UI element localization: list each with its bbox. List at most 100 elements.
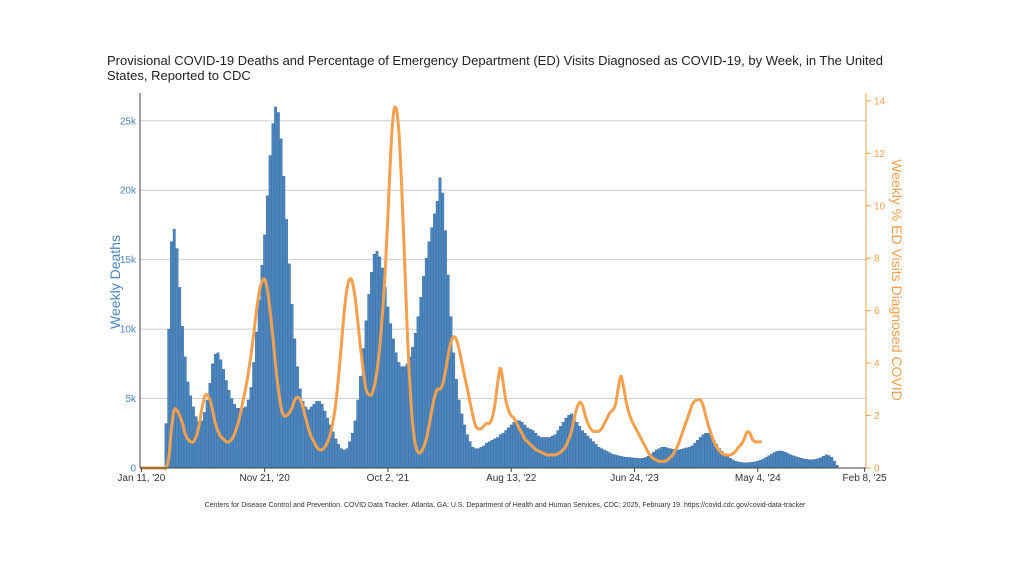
bar-weekly-deaths	[422, 276, 425, 469]
bar-weekly-deaths	[657, 448, 661, 469]
bar-weekly-deaths	[676, 449, 680, 469]
bar-weekly-deaths	[624, 456, 628, 469]
y-tick-label: 10k	[120, 325, 137, 336]
y-tick-label: 0	[130, 464, 136, 475]
bar-weekly-deaths	[778, 450, 782, 469]
bar-weekly-deaths	[613, 454, 617, 469]
bar-weekly-deaths	[181, 326, 184, 469]
bar-weekly-deaths	[389, 323, 393, 469]
grid-lines	[140, 120, 866, 400]
bar-weekly-deaths	[444, 230, 447, 469]
bar-weekly-deaths	[753, 461, 757, 469]
bar-weekly-deaths	[331, 431, 335, 469]
bar-weekly-deaths	[482, 445, 486, 469]
bar-weekly-deaths	[186, 381, 190, 469]
bar-weekly-deaths	[742, 462, 746, 469]
bar-weekly-deaths	[441, 192, 445, 469]
bar-weekly-deaths	[786, 453, 790, 469]
bar-weekly-deaths	[345, 448, 349, 469]
x-tick-label: Oct 2, '21	[367, 473, 410, 484]
bar-weekly-deaths	[704, 433, 708, 469]
bar-weekly-deaths	[501, 433, 505, 469]
bar-weekly-deaths	[342, 449, 346, 469]
bar-weekly-deaths	[726, 456, 730, 469]
bar-weekly-deaths	[452, 352, 456, 469]
bar-weekly-deaths	[213, 353, 217, 469]
bar-weekly-deaths	[685, 447, 688, 469]
bar-weekly-deaths	[241, 408, 245, 469]
bar-weekly-deaths	[739, 462, 743, 469]
bar-weekly-deaths	[200, 420, 204, 469]
bar-weekly-deaths	[748, 462, 751, 469]
bar-weekly-deaths	[438, 177, 442, 469]
bar-weekly-deaths	[529, 428, 532, 469]
y2-tick-label: 14	[874, 96, 886, 107]
bar-weekly-deaths	[745, 462, 749, 469]
bar-weekly-deaths	[471, 446, 475, 469]
bar-weekly-deaths	[589, 438, 593, 469]
bar-weekly-deaths	[734, 461, 738, 469]
bar-weekly-deaths	[219, 359, 223, 469]
y-tick-label: 20k	[120, 186, 137, 197]
bar-weekly-deaths	[616, 455, 620, 469]
bar-weekly-deaths	[559, 426, 562, 469]
bar-weekly-deaths	[608, 452, 612, 469]
bar-weekly-deaths	[605, 451, 609, 469]
bar-weekly-deaths	[600, 448, 604, 469]
bar-weekly-deaths	[359, 376, 362, 469]
bar-weekly-deaths	[660, 446, 664, 469]
bar-weekly-deaths	[592, 441, 595, 469]
bar-weekly-deaths	[339, 448, 343, 469]
bar-weekly-deaths	[356, 399, 360, 469]
bar-weekly-deaths	[690, 445, 694, 469]
bar-weekly-deaths	[594, 444, 598, 469]
bar-weekly-deaths	[797, 457, 801, 469]
bar-weekly-deaths	[367, 294, 371, 469]
y2-tick-label: 6	[874, 306, 880, 317]
bar-weekly-deaths	[290, 303, 294, 469]
bar-weekly-deaths	[696, 440, 699, 469]
bar-weekly-deaths	[402, 366, 406, 469]
bar-weekly-deaths	[750, 461, 754, 469]
bar-weekly-deaths	[802, 458, 806, 469]
y-tick-label: 15k	[120, 255, 137, 266]
bar-weekly-deaths	[583, 433, 587, 469]
bar-weekly-deaths	[783, 451, 787, 469]
bar-weekly-deaths	[822, 456, 825, 469]
bar-weekly-deaths	[263, 234, 267, 469]
bar-weekly-deaths	[224, 380, 228, 469]
bar-weekly-deaths	[504, 430, 508, 469]
bar-weekly-deaths	[189, 395, 193, 469]
bar-weekly-deaths	[830, 456, 834, 469]
bar-weekly-deaths	[611, 453, 614, 469]
bar-weekly-deaths	[227, 390, 231, 469]
chart-area: 0 5k 10k 15k 20k 25k 0 2 4 6 8 10 12 14 Jan 11, '20 N…	[107, 93, 905, 484]
bar-weekly-deaths	[446, 274, 450, 469]
bar-weekly-deaths	[792, 455, 795, 469]
bar-weekly-deaths	[205, 399, 209, 469]
bar-weekly-deaths	[476, 448, 480, 469]
bar-weekly-deaths	[575, 421, 579, 469]
bar-weekly-deaths	[663, 446, 667, 469]
bar-weekly-deaths	[781, 451, 784, 469]
bar-weekly-deaths	[687, 446, 691, 469]
bar-weekly-deaths	[646, 456, 650, 469]
left-axis-label: Weekly Deaths	[107, 235, 123, 329]
bar-weekly-deaths	[619, 456, 623, 469]
bar-weekly-deaths	[285, 219, 288, 469]
bar-weekly-deaths	[827, 455, 831, 469]
bar-weekly-deaths	[350, 433, 354, 469]
bar-weekly-deaths	[759, 460, 762, 469]
bar-weekly-deaths	[465, 434, 469, 469]
bar-weekly-deaths	[392, 338, 395, 469]
bar-weekly-deaths	[731, 459, 735, 469]
bar-weekly-deaths	[386, 306, 390, 469]
bar-weekly-deaths	[520, 421, 524, 469]
bar-weekly-deaths	[635, 458, 639, 469]
bar-weekly-deaths	[252, 362, 256, 469]
bar-weekly-deaths	[320, 403, 324, 469]
bar-weekly-deaths	[370, 271, 373, 469]
bar-weekly-deaths	[433, 213, 436, 469]
bar-weekly-deaths	[509, 424, 513, 469]
y2-tick-label: 2	[874, 411, 880, 422]
